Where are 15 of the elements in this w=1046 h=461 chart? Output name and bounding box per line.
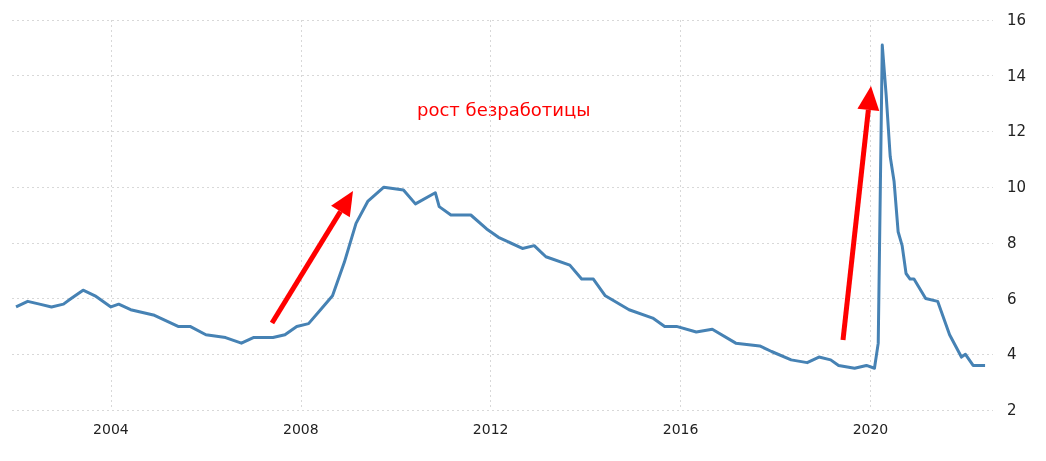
line-series [14, 43, 987, 370]
y-tick-label: 16 [1007, 11, 1027, 29]
x-tick-label: 2012 [472, 421, 509, 437]
annotation: рост безработицы [417, 98, 591, 120]
y-tick-label: 2 [1007, 401, 1017, 419]
y-tick-label: 12 [1007, 122, 1027, 141]
x-tick-label: 2020 [852, 421, 889, 437]
y-tick-label: 8 [1007, 233, 1017, 252]
y-tick-label: 4 [1007, 345, 1017, 364]
y-tick-label: 14 [1007, 66, 1027, 85]
y-tick-label: 6 [1007, 289, 1017, 308]
y-tick-label: 10 [1007, 178, 1027, 197]
x-tick-label: 2004 [93, 421, 129, 437]
x-tick-label: 2008 [282, 421, 319, 437]
x-tick-label: 2016 [662, 421, 699, 437]
